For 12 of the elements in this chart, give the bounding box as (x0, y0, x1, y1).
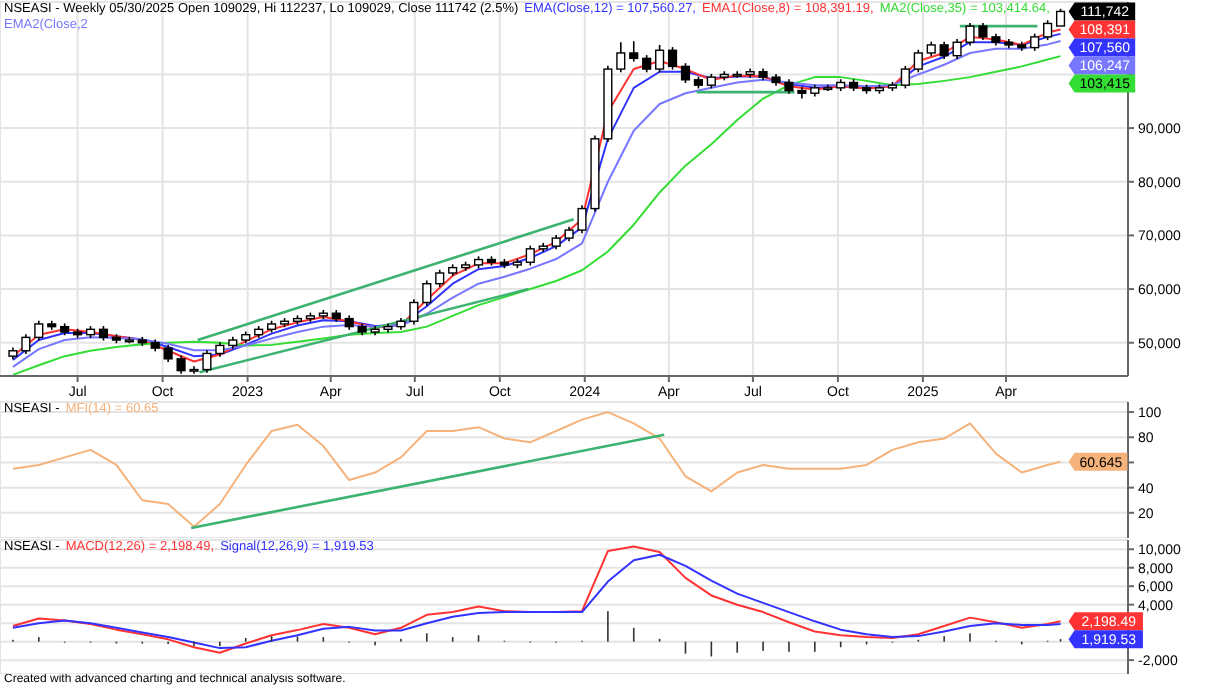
candlestick (629, 40, 639, 63)
candlestick (667, 46, 678, 71)
candlestick (422, 279, 432, 307)
candlestick (900, 65, 910, 90)
candlestick (616, 41, 626, 74)
candlestick (680, 62, 691, 84)
candlestick (1043, 19, 1053, 41)
candlestick (655, 44, 665, 74)
candlestick (913, 48, 923, 74)
candlestick (34, 319, 44, 342)
line-series (11, 411, 1062, 528)
candlestick (525, 244, 535, 267)
